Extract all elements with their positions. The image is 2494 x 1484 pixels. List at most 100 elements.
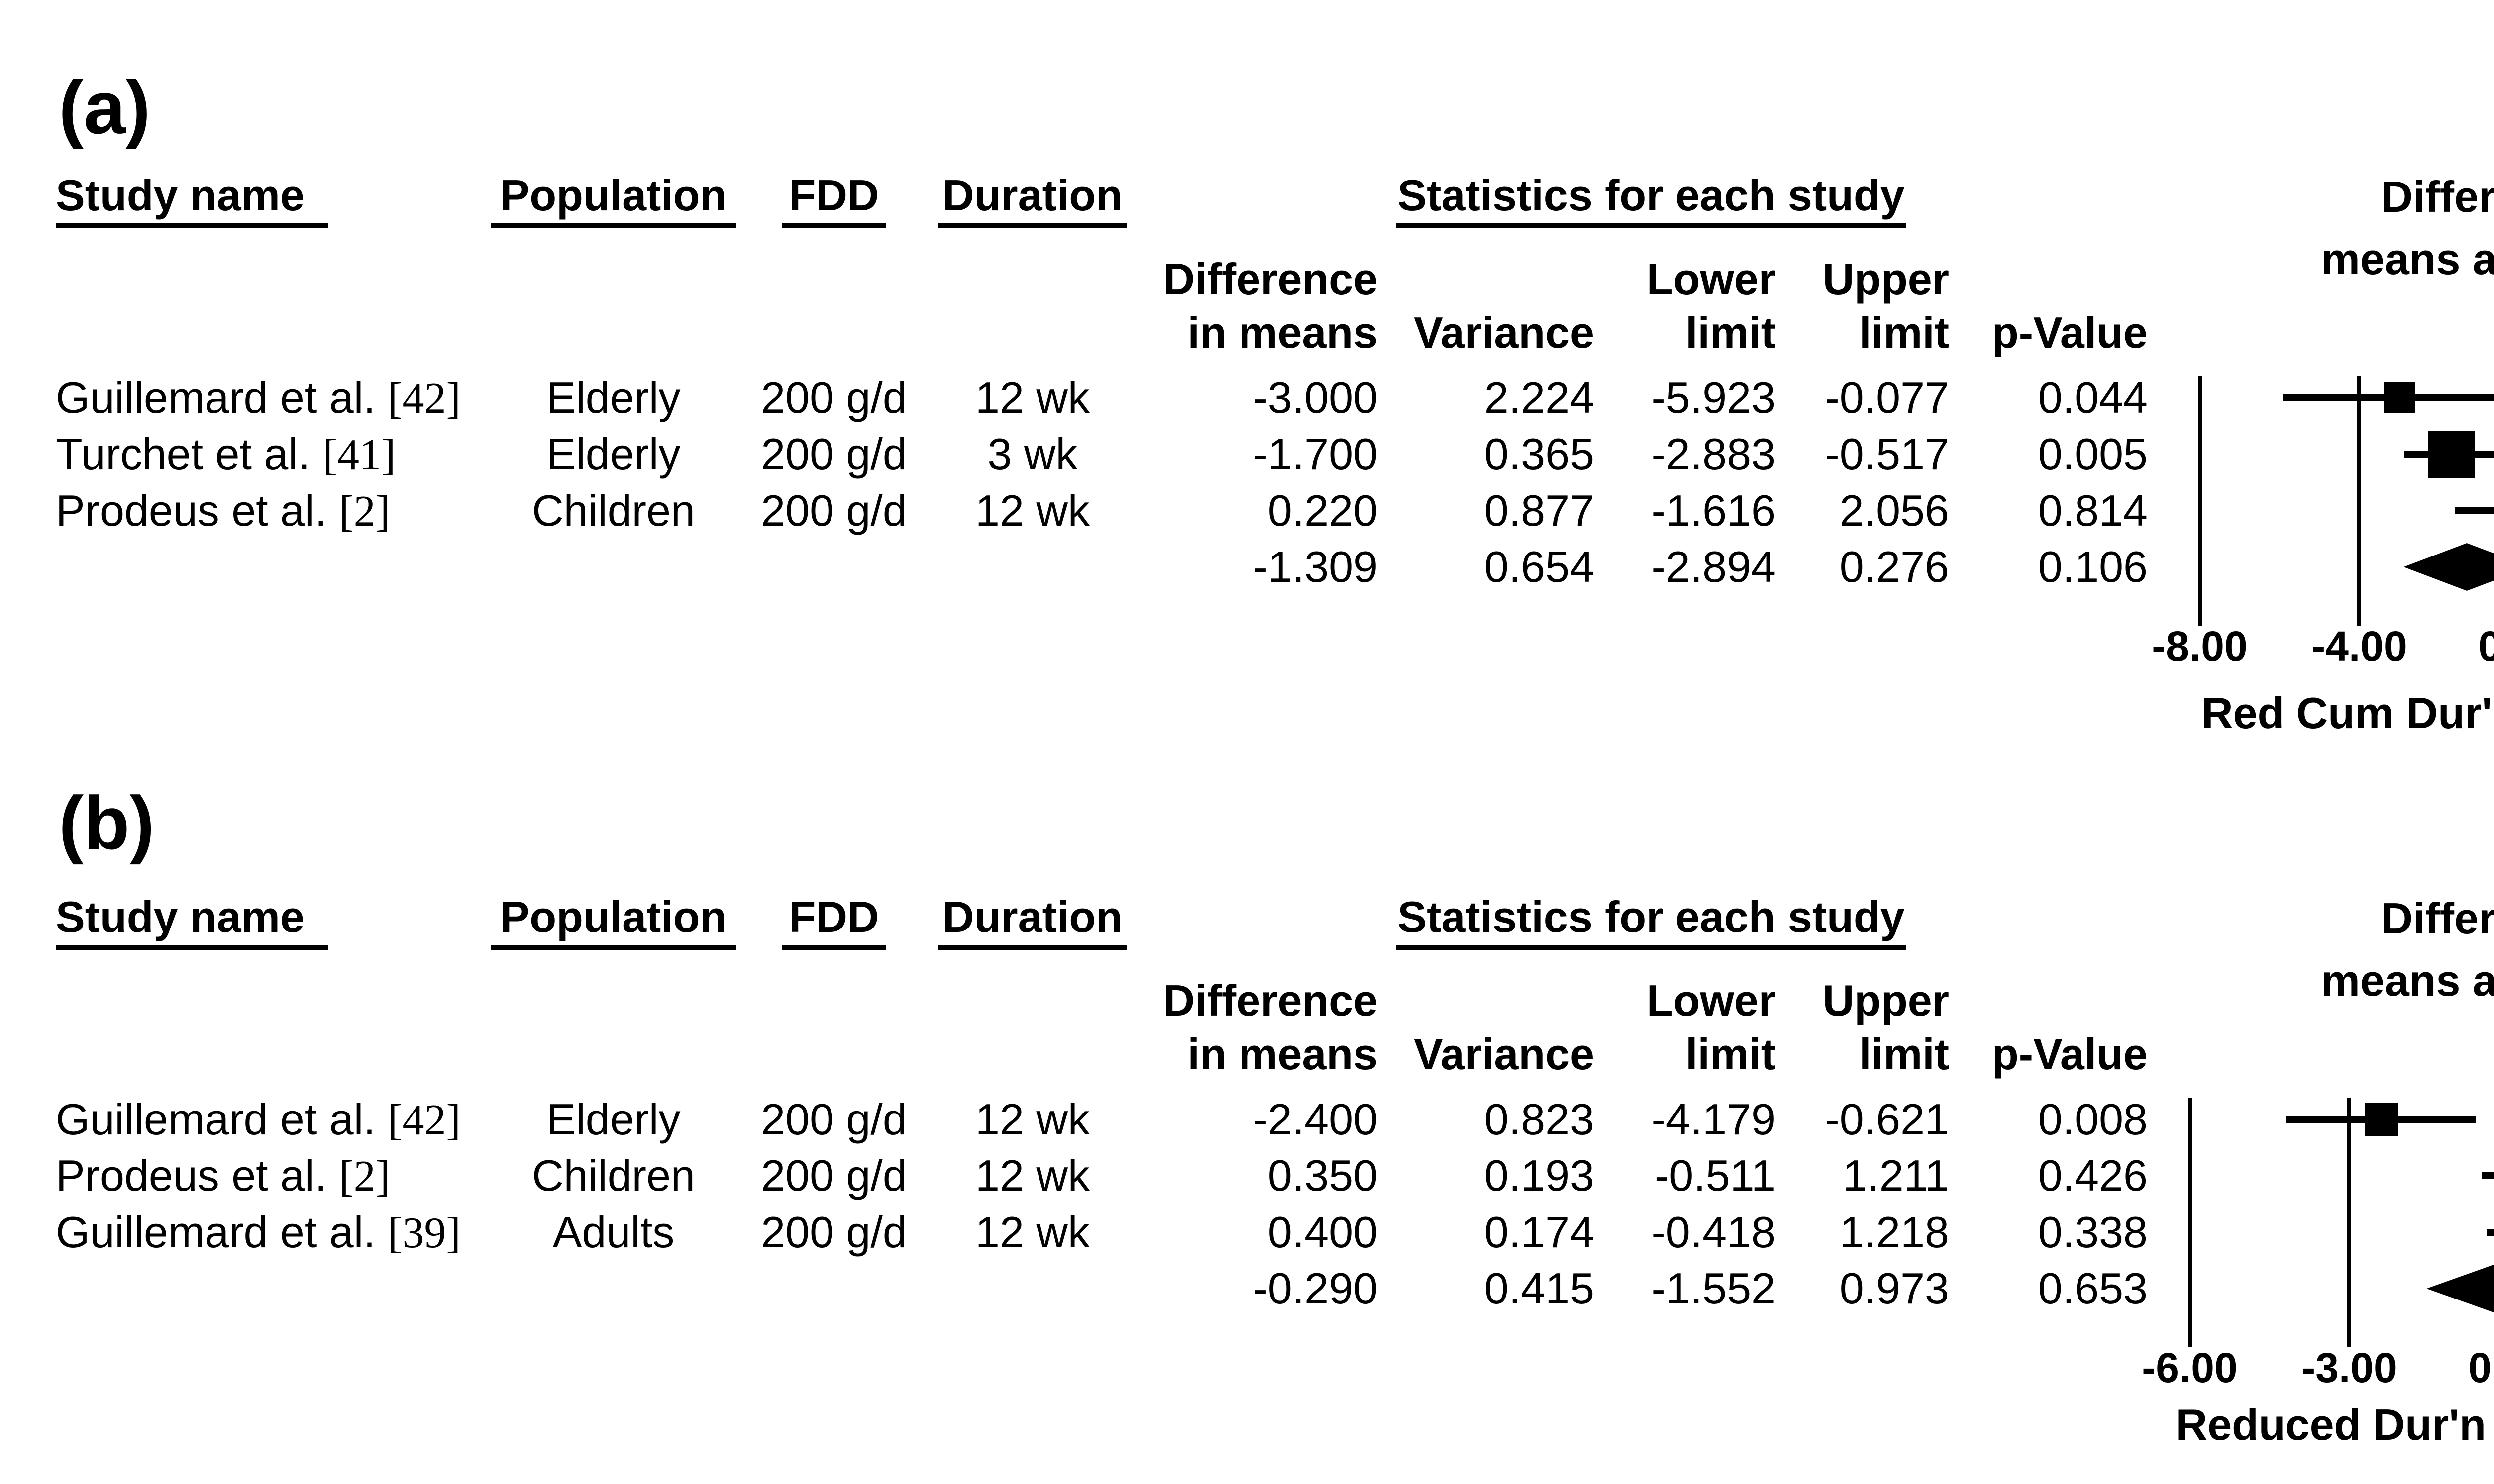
lower-limit-value: -0.418: [1651, 1207, 1776, 1257]
subheader-difference: Difference: [1163, 976, 1378, 1025]
panel-label: (a): [59, 65, 151, 149]
overall-p-value: 0.106: [2038, 542, 2148, 591]
reference-number: [41]: [322, 431, 396, 479]
effect-square: [2365, 1103, 2398, 1136]
lower-limit-value: -1.616: [1651, 486, 1776, 535]
subheader-upper-limit: limit: [1859, 1029, 1949, 1079]
subheader-lower: Lower: [1646, 976, 1776, 1025]
reference-number: [42]: [388, 374, 461, 423]
axis-tick-label: -8.00: [2152, 623, 2248, 670]
panel-label: (b): [59, 781, 155, 865]
axis-gridline: [2357, 376, 2361, 626]
variance-value: 0.193: [1484, 1151, 1594, 1200]
study-name-cell: Guillemard et al. [42]: [56, 1095, 461, 1144]
axis-tick-label: 0.00: [2478, 623, 2494, 670]
overall-lower-limit-value: -2.894: [1651, 542, 1776, 591]
population-cell: Elderly: [546, 373, 681, 422]
reference-number: [39]: [388, 1209, 461, 1257]
p-value: 0.338: [2038, 1207, 2148, 1257]
population-cell: Children: [532, 1151, 695, 1200]
subheader-lower-limit: limit: [1685, 1029, 1776, 1079]
study-name-cell: Guillemard et al. [39]: [56, 1207, 461, 1257]
ci-line: [2482, 1172, 2494, 1179]
fdd-cell: 200 g/d: [761, 1207, 907, 1257]
diff-in-means-value: -2.400: [1253, 1095, 1378, 1144]
upper-limit-value: 1.218: [1839, 1207, 1949, 1257]
overall-upper-limit-value: 0.276: [1839, 542, 1949, 591]
variance-value: 0.823: [1484, 1095, 1594, 1144]
p-value: 0.814: [2038, 486, 2148, 535]
lower-limit-value: -5.923: [1651, 373, 1776, 422]
p-value: 0.005: [2038, 429, 2148, 479]
col-header-population: Population: [491, 895, 736, 950]
fdd-cell: 200 g/d: [761, 373, 907, 422]
variance-value: 2.224: [1484, 373, 1594, 422]
plot-title-line2: means and 95% CI: [2321, 956, 2494, 1005]
fdd-cell: 200 g/d: [761, 429, 907, 479]
population-cell: Children: [532, 486, 695, 535]
upper-limit-value: -0.517: [1825, 429, 1949, 479]
duration-cell: 12 wk: [975, 1151, 1090, 1200]
overall-variance-value: 0.415: [1484, 1264, 1594, 1313]
col-header-duration: Duration: [938, 895, 1127, 950]
col-header-duration: Duration: [938, 174, 1127, 228]
col-header-study-name: Study name: [56, 174, 328, 228]
lower-limit-value: -0.511: [1655, 1151, 1776, 1200]
lower-limit-value: -2.883: [1651, 429, 1776, 479]
p-value: 0.426: [2038, 1151, 2148, 1200]
subheader-in-means: in means: [1187, 1029, 1378, 1079]
duration-cell: 12 wk: [975, 1207, 1090, 1257]
fdd-cell: 200 g/d: [761, 1151, 907, 1200]
subheader-difference: Difference: [1163, 254, 1378, 304]
plot-title-line1: Difference in: [2381, 894, 2494, 943]
reference-number: [2]: [339, 1152, 391, 1201]
overall-diamond: [2426, 1265, 2494, 1312]
axis-gridline: [2188, 1098, 2192, 1347]
upper-limit-value: -0.077: [1825, 373, 1949, 422]
subheader-variance: Variance: [1413, 308, 1594, 357]
plot-title-line1: Difference in: [2381, 172, 2494, 221]
overall-p-value: 0.653: [2038, 1264, 2148, 1313]
axis-gridline: [2198, 376, 2202, 626]
diff-in-means-value: 0.220: [1267, 486, 1378, 535]
ci-line: [2487, 1229, 2494, 1236]
lower-limit-value: -4.179: [1651, 1095, 1776, 1144]
subheader-upper: Upper: [1822, 254, 1949, 304]
col-header-study-name: Study name: [56, 895, 328, 950]
axis-tick-label: 0.00: [2468, 1344, 2494, 1391]
stats-group-header: Statistics for each study: [1396, 895, 1906, 950]
overall-diff-in-means-value: -1.309: [1253, 542, 1378, 591]
study-name-cell: Prodeus et al. [2]: [56, 486, 391, 536]
population-cell: Elderly: [546, 429, 681, 479]
subheader-p-value: p-Value: [1992, 308, 2148, 357]
upper-limit-value: -0.621: [1825, 1095, 1949, 1144]
col-header-fdd: FDD: [782, 174, 886, 228]
subheader-upper: Upper: [1822, 976, 1949, 1025]
subheader-lower: Lower: [1646, 254, 1776, 304]
diff-in-means-value: 0.400: [1267, 1207, 1378, 1257]
subheader-lower-limit: limit: [1685, 308, 1776, 357]
axis-direction-label-left: Red Cum Dur'n: [2201, 688, 2494, 738]
subheader-variance: Variance: [1413, 1029, 1594, 1079]
duration-cell: 3 wk: [987, 429, 1078, 479]
reference-number: [2]: [339, 487, 391, 536]
fdd-cell: 200 g/d: [761, 1095, 907, 1144]
stats-group-header: Statistics for each study: [1396, 174, 1906, 228]
overall-upper-limit-value: 0.973: [1839, 1264, 1949, 1313]
population-cell: Adults: [552, 1207, 675, 1257]
population-cell: Elderly: [546, 1095, 681, 1144]
effect-square: [2427, 430, 2475, 478]
overall-diff-in-means-value: -0.290: [1253, 1264, 1378, 1313]
diff-in-means-value: -3.000: [1253, 373, 1378, 422]
duration-cell: 12 wk: [975, 1095, 1090, 1144]
study-name-cell: Guillemard et al. [42]: [56, 373, 461, 423]
upper-limit-value: 1.211: [1843, 1151, 1949, 1200]
ci-line: [2454, 507, 2494, 514]
axis-gridline: [2347, 1098, 2351, 1347]
p-value: 0.008: [2038, 1095, 2148, 1144]
axis-tick-label: -3.00: [2301, 1344, 2397, 1391]
axis-tick-label: -4.00: [2311, 623, 2407, 670]
diff-in-means-value: -1.700: [1253, 429, 1378, 479]
